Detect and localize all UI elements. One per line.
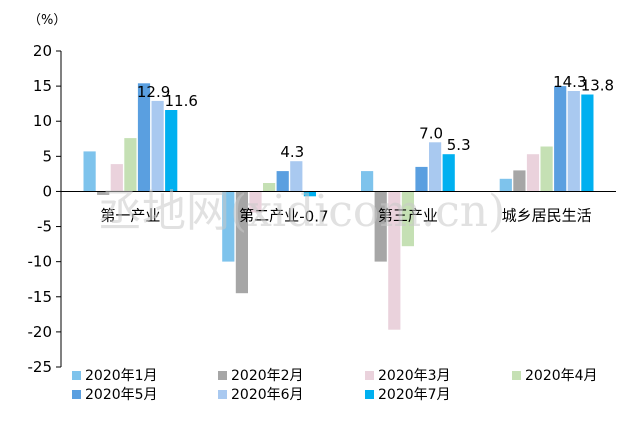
bar bbox=[249, 191, 262, 213]
bar bbox=[581, 94, 594, 192]
category-label: 城乡居民生活 bbox=[502, 206, 592, 224]
legend: 2020年1月 2020年2月 2020年3月 2020年4月 2020年5月 2020年… bbox=[72, 368, 598, 403]
bar bbox=[388, 191, 401, 330]
category-label: 第三产业 bbox=[378, 206, 438, 224]
data-label: 5.3 bbox=[447, 136, 471, 154]
bar bbox=[110, 164, 123, 192]
y-tick-label: 5 bbox=[42, 147, 52, 165]
bar bbox=[124, 138, 137, 192]
y-tick-label: 0 bbox=[42, 182, 52, 200]
y-unit-label: （%） bbox=[28, 13, 66, 28]
bar bbox=[165, 110, 178, 192]
bar bbox=[526, 154, 540, 192]
bar bbox=[151, 100, 164, 192]
data-label: 12.9 bbox=[137, 83, 170, 101]
legend-swatch bbox=[72, 371, 81, 380]
y-tick-label: -20 bbox=[28, 323, 53, 341]
legend-label: 2020年6月 bbox=[231, 387, 304, 403]
y-tick-label: -10 bbox=[28, 253, 53, 271]
legend-label: 2020年3月 bbox=[378, 368, 451, 384]
data-labels: 12.911.6 4.3 -0.7 7.05.3 14.313.8 bbox=[137, 73, 614, 225]
legend-label: 2020年4月 bbox=[525, 368, 598, 384]
bar bbox=[235, 191, 248, 294]
legend-swatch bbox=[365, 371, 374, 380]
legend-swatch bbox=[512, 371, 521, 380]
bar bbox=[276, 171, 289, 192]
bar bbox=[137, 83, 151, 192]
legend-swatch bbox=[365, 390, 374, 399]
bar bbox=[442, 154, 455, 192]
bar bbox=[415, 166, 428, 192]
data-label: 13.8 bbox=[581, 77, 614, 95]
legend-swatch bbox=[218, 390, 227, 399]
bar bbox=[499, 178, 512, 192]
y-tick-label: -5 bbox=[37, 218, 52, 236]
data-label: 4.3 bbox=[280, 143, 304, 161]
y-tick-label: 20 bbox=[33, 42, 52, 60]
bar bbox=[540, 146, 553, 192]
data-label: -0.7 bbox=[299, 207, 328, 225]
bar bbox=[290, 161, 303, 192]
legend-swatch bbox=[218, 371, 227, 380]
bar bbox=[554, 86, 567, 192]
y-tick-label: -25 bbox=[28, 358, 53, 376]
legend-label: 2020年5月 bbox=[85, 387, 158, 403]
data-label: 11.6 bbox=[164, 92, 197, 110]
category-labels: 第一产业 第二产业 第三产业 城乡居民生活 bbox=[100, 206, 591, 224]
y-tick-label: -15 bbox=[28, 288, 53, 306]
y-tick-label: 15 bbox=[33, 77, 52, 95]
bar bbox=[222, 191, 235, 262]
bar bbox=[429, 142, 442, 192]
bar bbox=[97, 191, 110, 195]
legend-label: 2020年2月 bbox=[231, 368, 304, 384]
bar bbox=[263, 183, 276, 192]
legend-label: 2020年7月 bbox=[378, 387, 451, 403]
bars bbox=[83, 83, 594, 330]
category-label: 第二产业 bbox=[239, 206, 299, 224]
bar bbox=[303, 191, 316, 197]
data-label: 14.3 bbox=[553, 73, 586, 91]
legend-label: 2020年1月 bbox=[85, 368, 158, 384]
y-axis: 20 15 10 5 0 -5 -10 -15 -20 -25 bbox=[28, 42, 62, 376]
data-label: 7.0 bbox=[419, 124, 443, 142]
category-label: 第一产业 bbox=[100, 206, 160, 224]
legend-swatch bbox=[72, 390, 81, 399]
y-tick-label: 10 bbox=[33, 112, 52, 130]
bar bbox=[361, 171, 374, 192]
bar bbox=[513, 170, 526, 192]
bar bbox=[401, 191, 414, 247]
bar bbox=[374, 191, 387, 262]
watermark: 丞地网(xidicom.cn) bbox=[98, 186, 505, 237]
bar bbox=[567, 91, 580, 192]
bar bbox=[83, 151, 96, 192]
